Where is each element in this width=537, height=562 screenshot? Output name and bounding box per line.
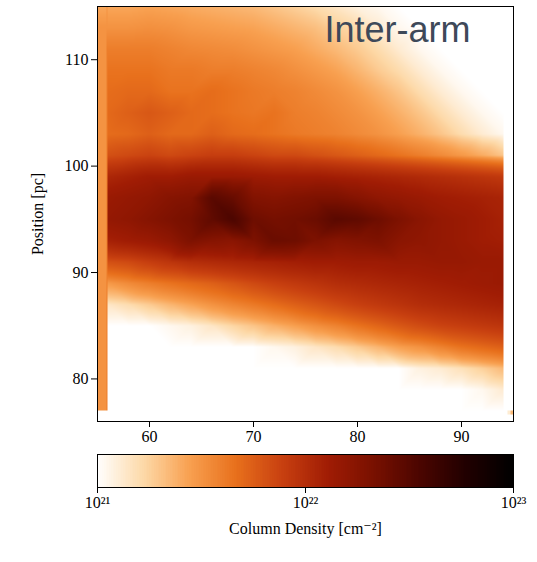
svg-text:60: 60 [142,428,158,445]
svg-text:10²²: 10²² [293,494,319,511]
svg-text:Inter-arm: Inter-arm [324,9,470,50]
svg-text:10²¹: 10²¹ [85,494,111,511]
svg-text:70: 70 [246,428,262,445]
svg-text:10²³: 10²³ [501,494,527,511]
svg-text:Column Density [cm⁻²]: Column Density [cm⁻²] [229,520,382,538]
svg-text:80: 80 [350,428,366,445]
svg-text:Position [pc]: Position [pc] [29,173,47,255]
svg-text:100: 100 [65,157,89,174]
svg-text:110: 110 [65,51,88,68]
svg-text:90: 90 [454,428,470,445]
svg-text:90: 90 [73,264,89,281]
svg-text:80: 80 [73,370,89,387]
